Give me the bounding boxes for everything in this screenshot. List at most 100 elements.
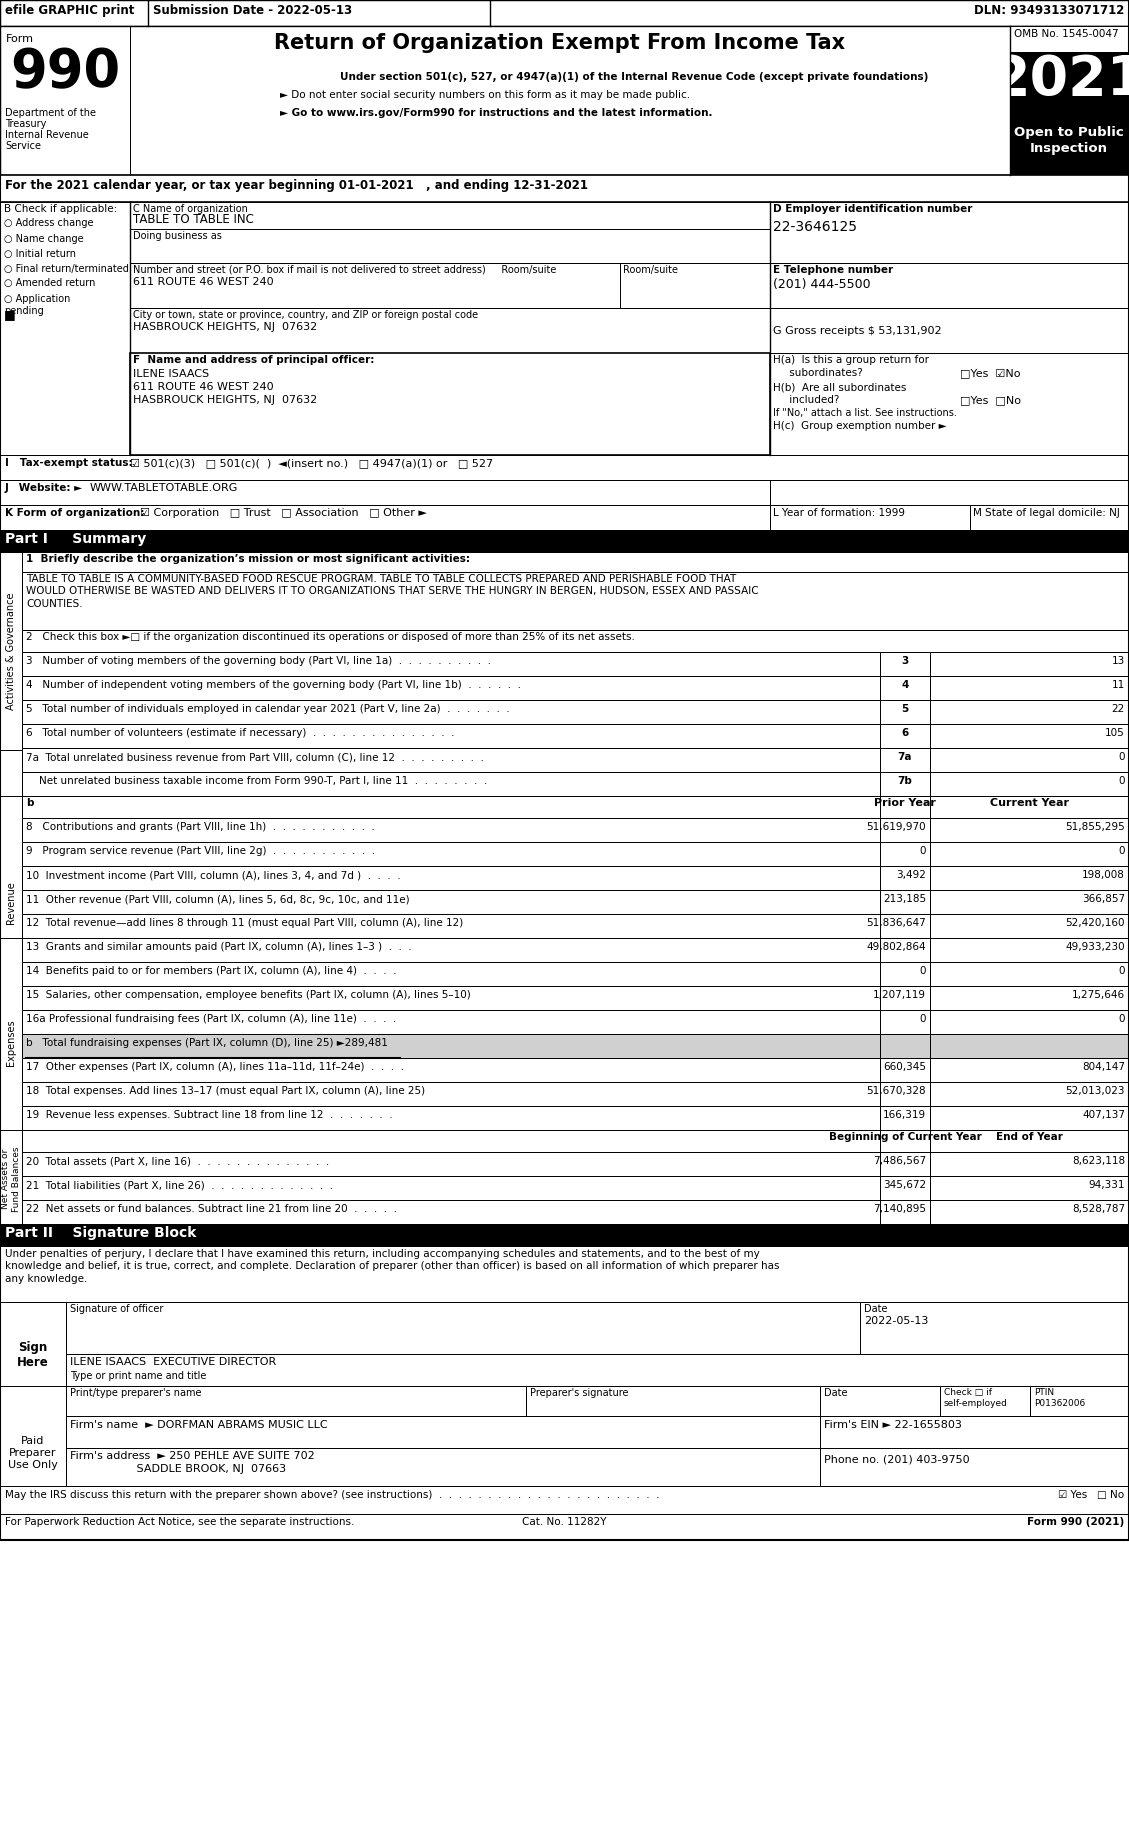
Text: 9   Program service revenue (Part VIII, line 2g)  .  .  .  .  .  .  .  .  .  .  : 9 Program service revenue (Part VIII, li… bbox=[26, 846, 375, 856]
Text: SADDLE BROOK, NJ  07663: SADDLE BROOK, NJ 07663 bbox=[70, 1464, 286, 1475]
Text: 407,137: 407,137 bbox=[1082, 1111, 1124, 1120]
Bar bbox=[930, 987, 1129, 1011]
Bar bbox=[0, 553, 21, 750]
Text: 7a: 7a bbox=[898, 752, 912, 761]
Bar bbox=[1010, 26, 1129, 52]
Text: ○ Initial return: ○ Initial return bbox=[5, 249, 76, 259]
Text: Revenue: Revenue bbox=[6, 881, 16, 924]
Bar bbox=[21, 573, 1129, 630]
Bar bbox=[0, 750, 21, 802]
Text: 3: 3 bbox=[901, 656, 909, 665]
Bar bbox=[526, 1386, 820, 1416]
Bar bbox=[930, 1199, 1129, 1223]
Text: b: b bbox=[26, 798, 34, 808]
Bar bbox=[940, 1386, 1030, 1416]
Text: Submission Date - 2022-05-13: Submission Date - 2022-05-13 bbox=[154, 4, 352, 17]
Text: End of Year: End of Year bbox=[996, 1133, 1062, 1142]
Text: 10  Investment income (Part VIII, column (A), lines 3, 4, and 7d )  .  .  .  .: 10 Investment income (Part VIII, column … bbox=[26, 870, 401, 880]
Bar bbox=[0, 1514, 1129, 1539]
Bar bbox=[21, 819, 879, 843]
Text: 5: 5 bbox=[901, 704, 909, 713]
Bar bbox=[879, 939, 930, 963]
Text: 3,492: 3,492 bbox=[896, 870, 926, 880]
Text: ILENE ISAACS: ILENE ISAACS bbox=[133, 370, 209, 379]
Text: Room/suite: Room/suite bbox=[623, 264, 679, 275]
Text: (201) 444-5500: (201) 444-5500 bbox=[773, 277, 870, 290]
Bar bbox=[0, 480, 770, 505]
Text: 2022-05-13: 2022-05-13 bbox=[864, 1316, 928, 1327]
Text: 13  Grants and similar amounts paid (Part IX, column (A), lines 1–3 )  .  .  .: 13 Grants and similar amounts paid (Part… bbox=[26, 942, 412, 952]
Bar bbox=[0, 176, 1129, 201]
Text: Print/type preparer's name: Print/type preparer's name bbox=[70, 1388, 201, 1397]
Bar bbox=[21, 915, 879, 939]
Text: ☑ 501(c)(3)   □ 501(c)(  )  ◄(insert no.)   □ 4947(a)(1) or   □ 527: ☑ 501(c)(3) □ 501(c)( ) ◄(insert no.) □ … bbox=[130, 458, 493, 468]
Text: Form: Form bbox=[6, 33, 34, 44]
Text: Under penalties of perjury, I declare that I have examined this return, includin: Under penalties of perjury, I declare th… bbox=[5, 1249, 779, 1284]
Text: 19  Revenue less expenses. Subtract line 18 from line 12  .  .  .  .  .  .  .: 19 Revenue less expenses. Subtract line … bbox=[26, 1111, 393, 1120]
Bar bbox=[879, 1175, 930, 1199]
Bar bbox=[0, 530, 1129, 553]
Text: H(c)  Group exemption number ►: H(c) Group exemption number ► bbox=[773, 421, 946, 431]
Text: Date: Date bbox=[824, 1388, 848, 1397]
Text: 14  Benefits paid to or for members (Part IX, column (A), line 4)  .  .  .  .: 14 Benefits paid to or for members (Part… bbox=[26, 967, 396, 976]
Text: 16a Professional fundraising fees (Part IX, column (A), line 11e)  .  .  .  .: 16a Professional fundraising fees (Part … bbox=[26, 1015, 396, 1024]
Text: 11: 11 bbox=[1112, 680, 1124, 689]
Text: Prior Year: Prior Year bbox=[874, 798, 936, 808]
Text: Treasury: Treasury bbox=[5, 118, 46, 129]
Text: 0: 0 bbox=[1119, 846, 1124, 856]
Bar bbox=[21, 891, 879, 915]
Bar bbox=[21, 748, 879, 772]
Text: 660,345: 660,345 bbox=[883, 1063, 926, 1072]
Text: 5   Total number of individuals employed in calendar year 2021 (Part V, line 2a): 5 Total number of individuals employed i… bbox=[26, 704, 510, 713]
Text: J   Website: ►: J Website: ► bbox=[5, 482, 84, 493]
Text: subordinates?: subordinates? bbox=[773, 368, 863, 379]
Bar bbox=[879, 867, 930, 891]
Text: D Employer identification number: D Employer identification number bbox=[773, 203, 972, 214]
Text: 0: 0 bbox=[919, 846, 926, 856]
Text: 51,855,295: 51,855,295 bbox=[1066, 822, 1124, 832]
Bar bbox=[879, 676, 930, 700]
Bar bbox=[21, 772, 879, 796]
Bar bbox=[879, 891, 930, 915]
Text: □Yes  □No: □Yes □No bbox=[960, 395, 1021, 405]
Bar bbox=[930, 819, 1129, 843]
Text: H(a)  Is this a group return for: H(a) Is this a group return for bbox=[773, 355, 929, 366]
Text: Beginning of Current Year: Beginning of Current Year bbox=[829, 1133, 981, 1142]
Bar bbox=[930, 796, 1129, 819]
Text: If "No," attach a list. See instructions.: If "No," attach a list. See instructions… bbox=[773, 408, 957, 418]
Bar bbox=[879, 1105, 930, 1129]
Text: 6: 6 bbox=[901, 728, 909, 737]
Text: E Telephone number: E Telephone number bbox=[773, 264, 893, 275]
Text: TABLE TO TABLE IS A COMMUNITY-BASED FOOD RESCUE PROGRAM. TABLE TO TABLE COLLECTS: TABLE TO TABLE IS A COMMUNITY-BASED FOOD… bbox=[26, 575, 759, 608]
Text: 0: 0 bbox=[1119, 967, 1124, 976]
Bar bbox=[0, 796, 21, 1011]
Text: 3   Number of voting members of the governing body (Part VI, line 1a)  .  .  .  : 3 Number of voting members of the govern… bbox=[26, 656, 491, 665]
Bar bbox=[130, 229, 770, 262]
Bar bbox=[21, 963, 879, 987]
Bar bbox=[0, 1223, 1129, 1246]
Bar bbox=[879, 724, 930, 748]
Bar bbox=[21, 1199, 879, 1223]
Text: 22-3646125: 22-3646125 bbox=[773, 220, 857, 235]
Text: 51,619,970: 51,619,970 bbox=[866, 822, 926, 832]
Text: Under section 501(c), 527, or 4947(a)(1) of the Internal Revenue Code (except pr: Under section 501(c), 527, or 4947(a)(1)… bbox=[340, 72, 928, 81]
Text: Firm's address  ► 250 PEHLE AVE SUITE 702: Firm's address ► 250 PEHLE AVE SUITE 702 bbox=[70, 1451, 315, 1462]
Text: 213,185: 213,185 bbox=[883, 894, 926, 904]
Bar bbox=[879, 700, 930, 724]
Bar bbox=[21, 796, 879, 819]
Text: For Paperwork Reduction Act Notice, see the separate instructions.: For Paperwork Reduction Act Notice, see … bbox=[5, 1517, 355, 1526]
Bar bbox=[879, 1011, 930, 1035]
Text: Preparer's signature: Preparer's signature bbox=[530, 1388, 629, 1397]
Bar bbox=[21, 843, 879, 867]
Text: 21  Total liabilities (Part X, line 26)  .  .  .  .  .  .  .  .  .  .  .  .  .: 21 Total liabilities (Part X, line 26) .… bbox=[26, 1181, 333, 1190]
Bar bbox=[130, 201, 770, 229]
Bar bbox=[620, 262, 770, 309]
Text: B Check if applicable:: B Check if applicable: bbox=[5, 203, 117, 214]
Text: 366,857: 366,857 bbox=[1082, 894, 1124, 904]
Text: 611 ROUTE 46 WEST 240: 611 ROUTE 46 WEST 240 bbox=[133, 383, 273, 392]
Text: M State of legal domicile: NJ: M State of legal domicile: NJ bbox=[973, 508, 1120, 517]
Text: 345,672: 345,672 bbox=[883, 1181, 926, 1190]
Bar bbox=[770, 262, 1129, 309]
Text: 49,933,230: 49,933,230 bbox=[1066, 942, 1124, 952]
Bar bbox=[879, 963, 930, 987]
